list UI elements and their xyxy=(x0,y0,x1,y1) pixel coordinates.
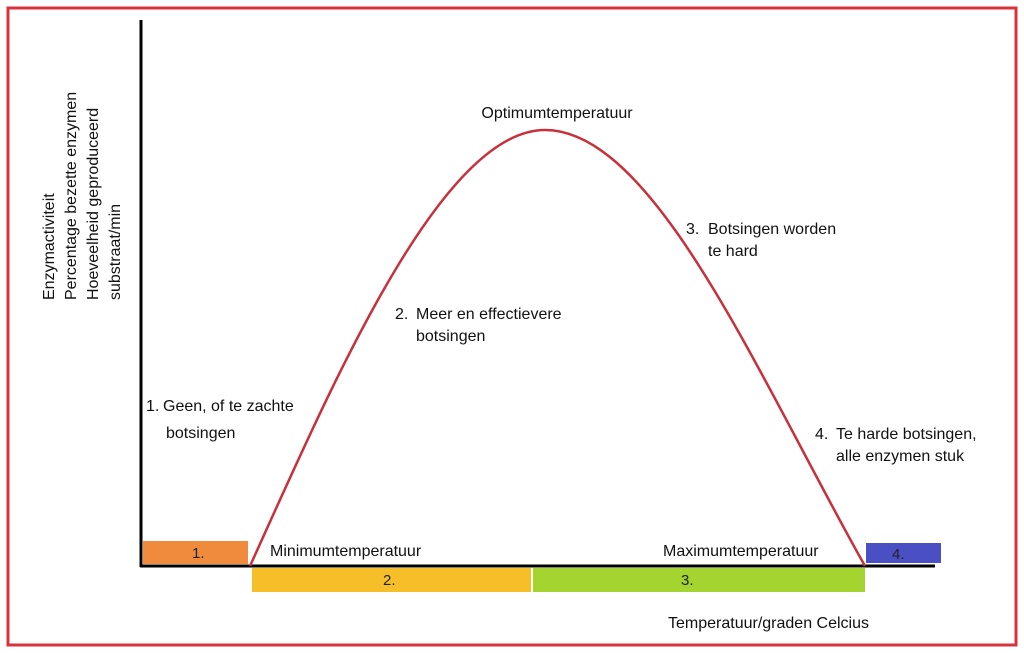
annotation-1-line1: Geen, of te zachte xyxy=(163,398,294,415)
minimum-label: Minimumtemperatuur xyxy=(270,543,422,560)
zone-2-box xyxy=(252,568,531,592)
zone-4-label: 4. xyxy=(892,546,905,563)
annotation-2-line2: botsingen xyxy=(416,328,485,345)
y-label-line-4: substraat/min xyxy=(107,204,124,300)
annotation-3-line2: te hard xyxy=(708,243,758,260)
y-axis-label: Enzymactiviteit Percentage bezette enzym… xyxy=(41,92,124,300)
zone-3-label: 3. xyxy=(681,572,694,589)
y-label-line-1: Enzymactiviteit xyxy=(41,193,58,300)
outer-frame xyxy=(6,6,1018,647)
zone-3-box xyxy=(533,568,865,592)
optimum-label: Optimumtemperatuur xyxy=(481,105,633,122)
activity-curve xyxy=(248,128,867,567)
annotation-4-number: 4. xyxy=(815,426,828,443)
annotation-3: 3. Botsingen worden te hard xyxy=(686,221,836,260)
annotation-2: 2. Meer en effectievere botsingen xyxy=(395,306,562,345)
y-label-line-3: Hoeveelheid geproduceerd xyxy=(85,108,102,300)
zone-2-label: 2. xyxy=(383,572,396,589)
zone-1-label: 1. xyxy=(192,545,205,562)
zone-4-box xyxy=(866,543,941,563)
annotation-3-line1: Botsingen worden xyxy=(708,221,836,238)
x-axis-label: Temperatuur/graden Celcius xyxy=(668,615,869,632)
annotation-2-number: 2. xyxy=(395,306,408,323)
annotation-4-line1: Te harde botsingen, xyxy=(836,426,977,443)
annotation-4: 4. Te harde botsingen, alle enzymen stuk xyxy=(815,426,977,465)
zone-1-box xyxy=(143,541,248,564)
annotation-1-number: 1. xyxy=(146,398,159,415)
maximum-label: Maximumtemperatuur xyxy=(663,543,819,560)
annotation-2-line1: Meer en effectievere xyxy=(416,306,562,323)
annotation-3-number: 3. xyxy=(686,221,699,238)
annotation-1: 1. Geen, of te zachte botsingen xyxy=(146,398,294,442)
annotation-4-line2: alle enzymen stuk xyxy=(836,448,965,465)
annotation-1-line2: botsingen xyxy=(166,425,235,442)
y-label-line-2: Percentage bezette enzymen xyxy=(63,92,80,300)
